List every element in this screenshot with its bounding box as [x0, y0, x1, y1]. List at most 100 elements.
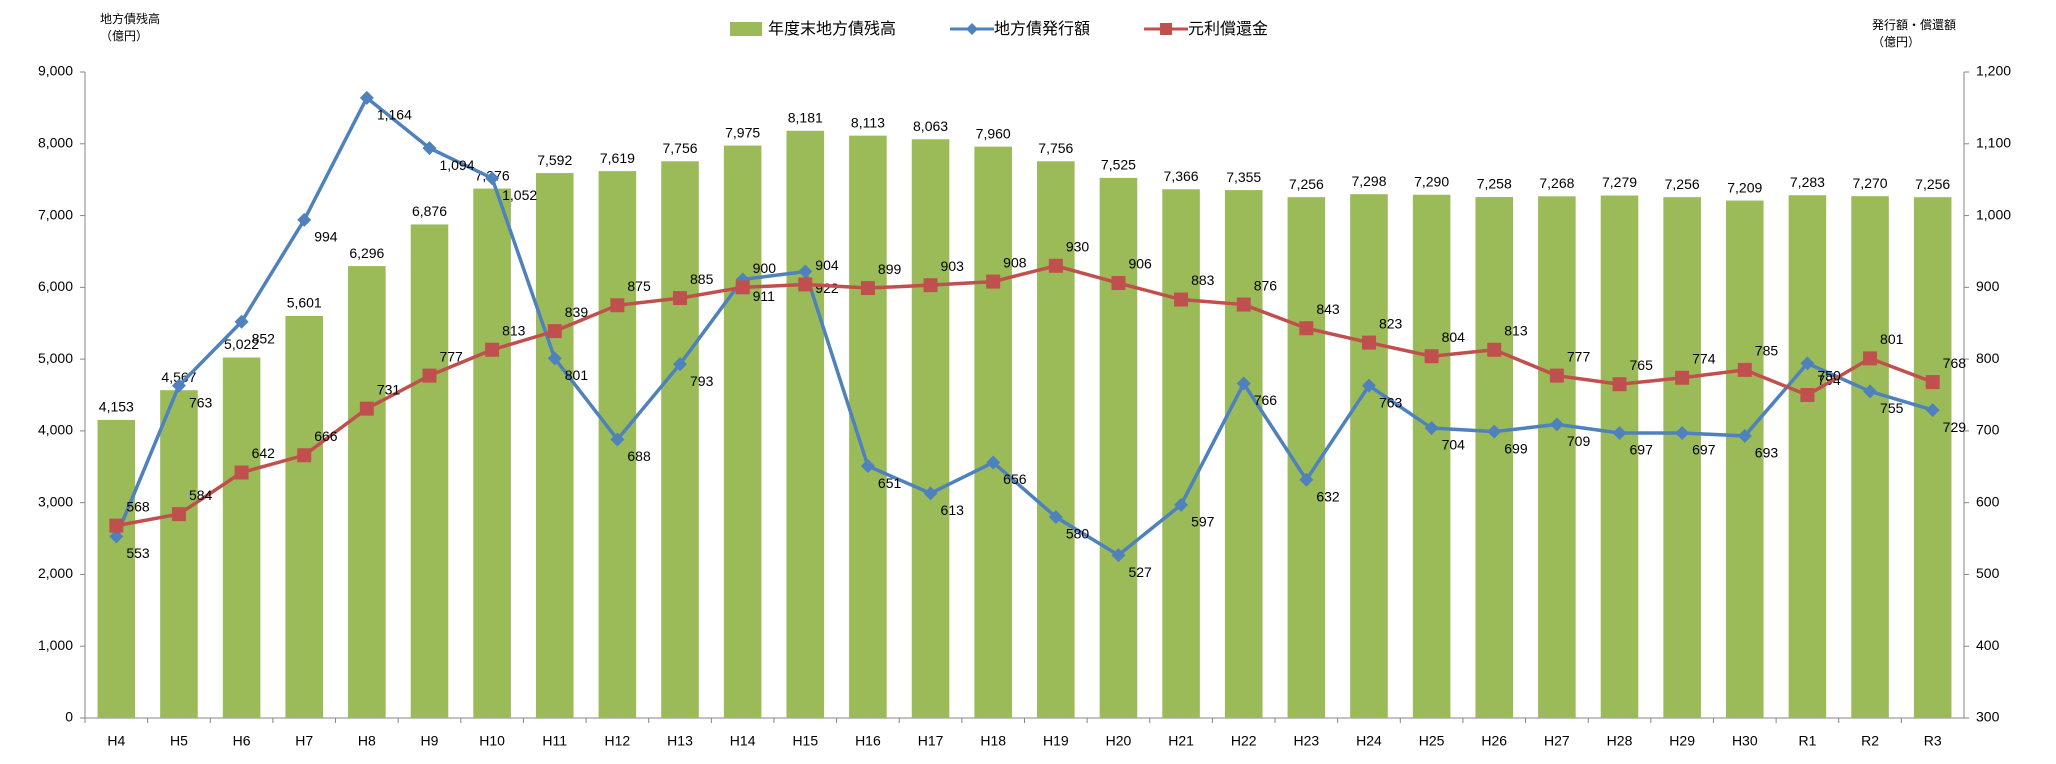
y2-tick-label: 900: [1976, 278, 2000, 294]
y-tick-label: 6,000: [38, 278, 73, 294]
bar: [222, 357, 261, 718]
bar: [535, 173, 574, 718]
bar: [97, 419, 136, 718]
point-value-label: 813: [1504, 322, 1528, 338]
x-tick-label: H30: [1732, 733, 1758, 749]
marker: [1675, 370, 1690, 385]
bar-value-label: 7,258: [1477, 176, 1512, 192]
point-value-label: 1,094: [439, 157, 474, 173]
x-tick-label: H24: [1356, 733, 1382, 749]
point-value-label: 688: [627, 448, 651, 464]
point-value-label: 899: [878, 261, 902, 277]
y2-tick-label: 800: [1976, 350, 2000, 366]
x-tick-label: H11: [542, 733, 567, 749]
point-value-label: 755: [1880, 400, 1904, 416]
bar-value-label: 7,256: [1289, 176, 1324, 192]
bar-value-label: 7,256: [1665, 176, 1700, 192]
marker: [1612, 377, 1627, 392]
y-tick-label: 2,000: [38, 565, 73, 581]
marker: [171, 507, 186, 522]
bar: [160, 390, 198, 718]
bar-value-label: 7,290: [1414, 173, 1449, 189]
x-tick-label: H21: [1168, 733, 1194, 749]
y-tick-label: 5,000: [38, 350, 73, 366]
bar-value-label: 5,022: [224, 336, 259, 352]
x-tick-label: H25: [1419, 733, 1445, 749]
bar: [1475, 197, 1514, 719]
y2-tick-label: 600: [1976, 493, 2000, 509]
x-tick-label: H10: [479, 733, 505, 749]
y2-tick-label: 400: [1976, 637, 2000, 653]
legend-label: 地方債発行額: [994, 20, 1090, 38]
bar-value-label: 7,366: [1164, 168, 1199, 184]
point-value-label: 731: [377, 381, 401, 397]
bar-value-label: 7,756: [662, 140, 697, 156]
point-value-label: 801: [1880, 331, 1904, 347]
point-value-label: 763: [189, 394, 213, 410]
bar-value-label: 7,279: [1602, 174, 1637, 190]
point-value-label: 785: [1755, 343, 1779, 359]
marker: [1487, 342, 1502, 357]
point-value-label: 883: [1191, 272, 1215, 288]
point-value-label: 553: [126, 545, 150, 561]
bar-value-label: 7,268: [1539, 175, 1574, 191]
point-value-label: 852: [252, 330, 276, 346]
marker: [171, 378, 186, 393]
bar: [1037, 161, 1075, 718]
marker: [297, 212, 312, 227]
bar: [1538, 196, 1576, 719]
point-value-label: 804: [1442, 329, 1466, 345]
marker: [860, 459, 875, 474]
bar: [1851, 196, 1889, 719]
point-value-label: 765: [1630, 357, 1654, 373]
marker: [923, 278, 938, 293]
point-value-label: 930: [1066, 239, 1090, 255]
marker: [1800, 388, 1815, 402]
point-value-label: 697: [1692, 442, 1716, 458]
marker: [673, 291, 688, 306]
marker: [610, 432, 625, 447]
point-value-label: 843: [1316, 301, 1340, 317]
line: [116, 263, 1934, 528]
x-tick-label: H16: [855, 733, 881, 749]
y-tick-label: 1,000: [38, 637, 73, 653]
marker: [1675, 426, 1690, 441]
point-value-label: 911: [753, 288, 776, 304]
point-value-label: 885: [690, 271, 714, 287]
point-value-label: 904: [815, 257, 839, 273]
point-value-label: 906: [1128, 256, 1152, 272]
marker: [798, 277, 813, 292]
x-tick-label: H17: [918, 733, 944, 749]
marker: [1424, 349, 1439, 364]
legend-marker: [966, 23, 979, 35]
marker: [234, 314, 249, 329]
point-value-label: 584: [189, 487, 213, 503]
bar-value-label: 7,355: [1226, 169, 1261, 185]
bar: [1788, 195, 1827, 719]
marker: [547, 351, 562, 366]
bar: [1600, 195, 1639, 719]
bar-value-label: 7,283: [1790, 174, 1825, 190]
point-value-label: 876: [1254, 277, 1278, 293]
point-value-label: 693: [1755, 445, 1779, 461]
x-tick-label: H9: [421, 733, 439, 749]
point-value-label: 763: [1379, 394, 1403, 410]
y-axis-unit: （億円）: [100, 29, 148, 43]
point-value-label: 597: [1191, 514, 1215, 530]
x-tick-label: H23: [1294, 733, 1320, 749]
point-value-label: 777: [439, 348, 463, 364]
marker: [109, 518, 124, 533]
point-value-label: 704: [1442, 437, 1466, 453]
marker: [109, 529, 124, 544]
x-tick-label: H5: [170, 733, 188, 749]
y-tick-label: 7,000: [38, 206, 73, 222]
point-value-label: 801: [565, 367, 589, 383]
point-value-label: 774: [1692, 350, 1716, 366]
marker: [1800, 356, 1815, 371]
y2-axis-title: 発行額・償還額: [1872, 18, 1956, 32]
x-tick-label: H6: [233, 733, 251, 749]
bar: [974, 146, 1012, 718]
marker: [610, 298, 625, 313]
x-tick-label: H20: [1106, 733, 1132, 749]
y-tick-label: 9,000: [38, 63, 73, 79]
